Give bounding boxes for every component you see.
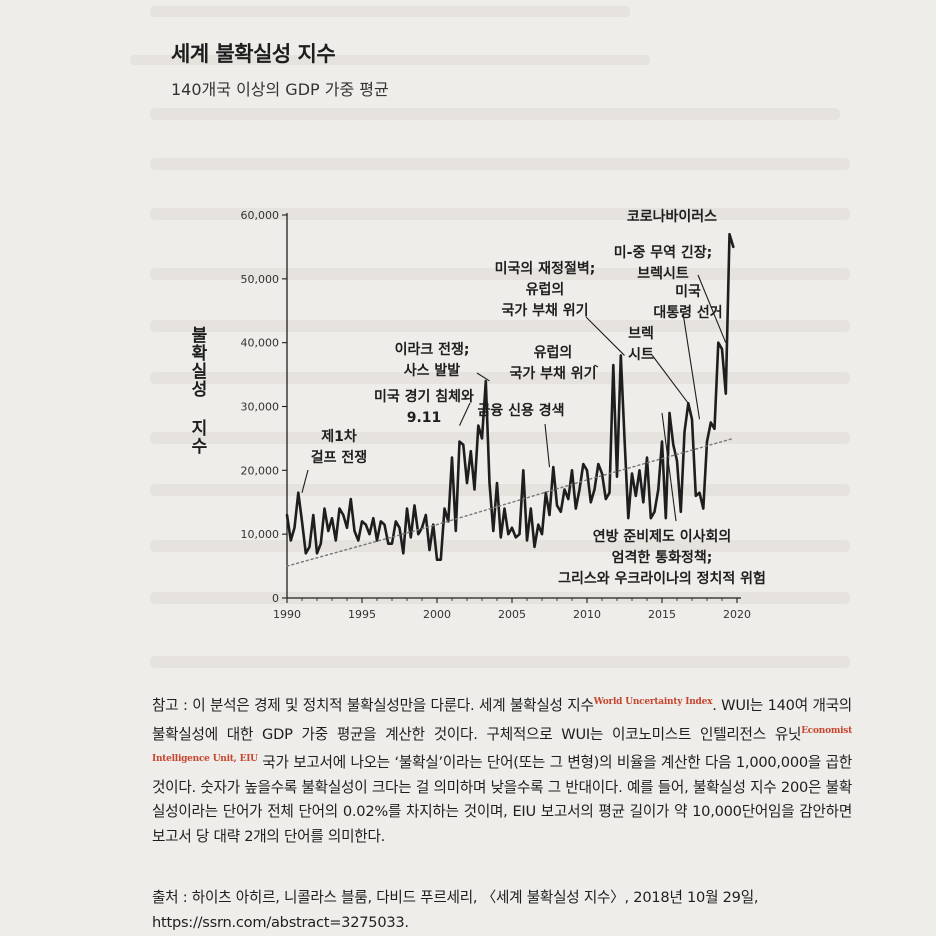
annotation-line: 국가 부채 위기	[501, 303, 588, 319]
annotation-label: 코로나바이러스	[627, 208, 717, 225]
annotation-line: 걸프 전쟁	[311, 449, 367, 466]
x-tick-label: 2015	[648, 608, 676, 621]
source-url: https://ssrn.com/abstract=3275033.	[152, 913, 409, 931]
annotation-line: 유럽의	[526, 281, 565, 298]
annotation-line: 브렉시트	[637, 265, 689, 282]
annotation-leader	[651, 354, 689, 404]
annotation-label: 이라크 전쟁; 사스 발발	[395, 341, 470, 379]
annotation-leader	[459, 402, 471, 426]
annotation-line: 미-중 무역 긴장;	[614, 244, 712, 261]
annotation-leader	[476, 372, 490, 382]
annotation-leader	[301, 469, 309, 493]
annotation-line: 대통령 선거	[653, 305, 722, 321]
x-tick-label: 2020	[723, 608, 751, 621]
page-title: 세계 불확실성 지수	[171, 42, 336, 66]
annotation-line: 미국	[675, 284, 701, 300]
index-line	[285, 232, 735, 562]
chart-note: 참고 : 이 분석은 경제 및 정치적 불확실성만을 다룬다. 세계 불확실성 …	[152, 690, 852, 850]
chart-source: 출처 : 하이츠 아히르, 니콜라스 블룸, 다비드 푸르세리, 〈세계 불확실…	[152, 886, 852, 935]
chart-series	[285, 232, 735, 567]
annotation-line: 브렉	[628, 325, 654, 342]
annotation-line: 금융 신용 경색	[477, 402, 564, 419]
y-axis-label: 불확실성 지수	[187, 326, 207, 455]
note-eiu-term: Economist Intelligence Unit, EIU	[152, 725, 852, 765]
note-wui-term: World Uncertainty Index	[593, 697, 713, 707]
annotation-leader	[585, 316, 625, 356]
annotation-line: 제1차	[321, 429, 357, 445]
y-tick-label: 60,000	[241, 209, 280, 222]
annotation-line: 사스 발발	[404, 362, 461, 379]
annotation-line: 엄격한 통화정책;	[612, 549, 713, 566]
x-tick-label: 2005	[498, 608, 526, 621]
annotation-label: 미국 경기 침체와 9.11	[374, 388, 474, 426]
annotation-line: 9.11	[407, 410, 442, 426]
note-text-rest: 국가 보고서에 나오는 ‘불확실’이라는 단어(또는 그 변형)의 비율을 계산…	[152, 754, 852, 845]
annotation-line: 미국 경기 침체와	[374, 388, 474, 405]
annotation-label: 미-중 무역 긴장; 브렉시트	[614, 244, 712, 282]
y-tick-label: 30,000	[241, 401, 280, 414]
annotation-line: 그리스와 우크라이나의 정치적 위험	[558, 570, 766, 587]
annotation-line: 미국의 재정절벽;	[495, 260, 596, 277]
source-citation: 출처 : 하이츠 아히르, 니콜라스 블룸, 다비드 푸르세리, 〈세계 불확실…	[152, 889, 759, 906]
note-text-prefix: 참고 : 이 분석은 경제 및 정치적 불확실성만을 다룬다. 세계 불확실성 …	[152, 697, 594, 714]
annotation-line: 시트	[628, 347, 654, 363]
annotation-line: 유럽의	[534, 344, 573, 361]
y-tick-label: 0	[272, 592, 279, 605]
annotation-line: 연방 준비제도 이사회의	[593, 528, 732, 545]
y-tick-label: 40,000	[241, 337, 280, 350]
x-tick-label: 2000	[423, 608, 451, 621]
annotation-leader	[594, 364, 599, 368]
note-text-middle: . WUI는 140여 개국의 불확실성에 대한 GDP 가중 평균을 계산한 …	[152, 697, 852, 743]
y-tick-label: 50,000	[241, 273, 280, 286]
x-tick-label: 2010	[573, 608, 601, 621]
x-tick-label: 1995	[348, 608, 376, 621]
annotation-label: 금융 신용 경색	[477, 402, 564, 419]
y-tick-label: 20,000	[241, 464, 280, 477]
annotation-leader	[682, 312, 701, 420]
page-subtitle: 140개국 이상의 GDP 가중 평균	[171, 80, 389, 99]
annotation-line: 코로나바이러스	[627, 208, 717, 225]
annotation-leader	[544, 423, 551, 468]
x-tick-label: 1990	[273, 608, 301, 621]
annotation-line: 국가 부채 위기	[509, 366, 596, 382]
y-tick-label: 10,000	[241, 528, 280, 541]
annotation-line: 이라크 전쟁;	[395, 341, 470, 358]
annotation-leader	[697, 274, 727, 343]
chart-axes: 0 10,000 20,000 30,000 40,000 50,000 60,000 199…	[241, 209, 752, 621]
annotation-leader	[661, 412, 677, 522]
